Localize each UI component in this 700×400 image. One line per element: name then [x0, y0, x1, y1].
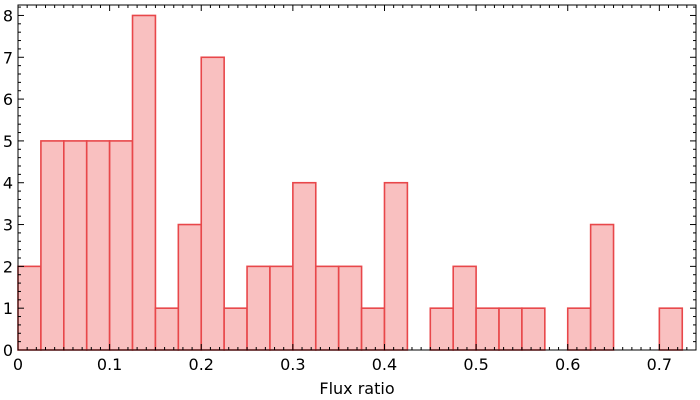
- y-tick-label: 8: [3, 6, 13, 25]
- histogram-bar: [85, 140, 111, 351]
- y-tick-label: 2: [3, 257, 13, 276]
- histogram-bar: [292, 181, 317, 351]
- histogram-bar: [177, 223, 203, 351]
- histogram-bar: [566, 307, 592, 351]
- histogram-bar: [429, 307, 455, 351]
- y-tick-label: 3: [3, 216, 13, 235]
- y-tick-label: 5: [3, 132, 13, 151]
- histogram-bar: [314, 265, 340, 351]
- y-tick-label: 4: [3, 174, 13, 193]
- histogram-bar: [521, 307, 546, 351]
- histogram-bar: [223, 307, 248, 351]
- x-tick-label: 0.6: [555, 355, 580, 374]
- x-tick-label: 0.2: [189, 355, 214, 374]
- plot-frame: [17, 4, 697, 351]
- histogram-bar: [131, 14, 157, 351]
- histogram-bar: [360, 307, 386, 351]
- histogram-bar: [475, 307, 500, 351]
- y-tick-labels: 0 1 2 3 4 5 6 7 8: [3, 6, 13, 360]
- histogram-bar: [269, 265, 294, 351]
- x-axis-title: Flux ratio: [319, 379, 394, 398]
- histogram-bar: [200, 56, 225, 351]
- histogram-bar: [658, 307, 684, 351]
- histogram-bars: [17, 14, 684, 351]
- histogram-bar: [337, 265, 363, 351]
- histogram-bar: [589, 223, 615, 351]
- x-tick-label: 0.7: [647, 355, 672, 374]
- histogram-bar: [383, 181, 409, 351]
- x-tick-labels: 0 0.1 0.2 0.3 0.4 0.5 0.6 0.7: [13, 355, 672, 374]
- x-tick-label: 0.1: [97, 355, 122, 374]
- histogram-bar: [40, 140, 65, 351]
- x-tick-label: 0.3: [280, 355, 305, 374]
- histogram-bar: [63, 140, 88, 351]
- histogram-bar: [154, 307, 180, 351]
- y-tick-label: 0: [3, 341, 13, 360]
- x-tick-label: 0: [13, 355, 23, 374]
- histogram-bar: [108, 140, 134, 351]
- x-tick-label: 0.5: [463, 355, 488, 374]
- y-tick-label: 1: [3, 299, 13, 318]
- histogram-bar: [498, 307, 523, 351]
- y-tick-label: 6: [3, 90, 13, 109]
- histogram-bar: [246, 265, 271, 351]
- histogram-bar: [452, 265, 477, 351]
- x-tick-label: 0.4: [372, 355, 397, 374]
- y-tick-label: 7: [3, 48, 13, 67]
